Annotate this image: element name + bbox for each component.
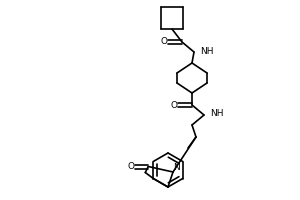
- Text: O: O: [128, 162, 135, 171]
- Text: O: O: [160, 38, 167, 46]
- Text: N: N: [172, 164, 179, 172]
- Text: O: O: [170, 100, 178, 110]
- Text: NH: NH: [210, 110, 224, 118]
- Text: NH: NH: [200, 46, 214, 55]
